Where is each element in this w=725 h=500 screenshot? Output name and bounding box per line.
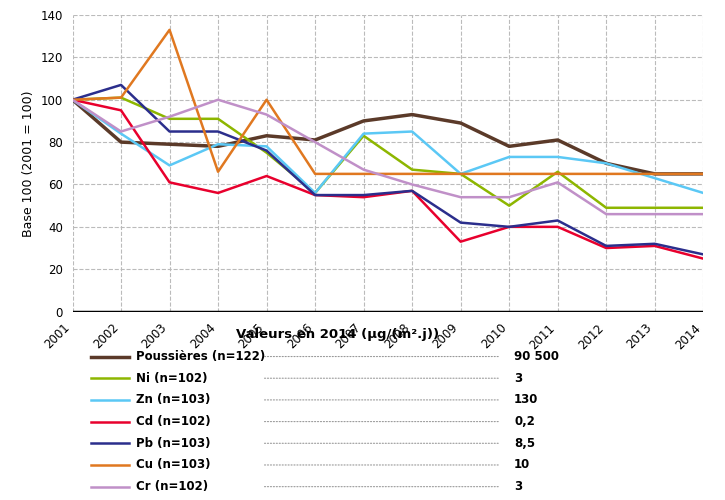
Text: 130: 130 xyxy=(514,394,539,406)
Text: Cr (n=102): Cr (n=102) xyxy=(136,480,207,493)
Text: 0,2: 0,2 xyxy=(514,415,535,428)
Text: Zn (n=103): Zn (n=103) xyxy=(136,394,210,406)
Text: 10: 10 xyxy=(514,458,530,471)
Text: Ni (n=102): Ni (n=102) xyxy=(136,372,207,384)
Text: Valeurs en 2014 (µg/(m².j)): Valeurs en 2014 (µg/(m².j)) xyxy=(236,328,439,341)
Text: Poussières (n=122): Poussières (n=122) xyxy=(136,350,265,363)
Text: Cu (n=103): Cu (n=103) xyxy=(136,458,210,471)
Y-axis label: Base 100 (2001 = 100): Base 100 (2001 = 100) xyxy=(22,90,35,236)
Text: 3: 3 xyxy=(514,372,522,384)
Text: Pb (n=103): Pb (n=103) xyxy=(136,437,210,450)
Text: Cd (n=102): Cd (n=102) xyxy=(136,415,210,428)
Text: 3: 3 xyxy=(514,480,522,493)
Text: 90 500: 90 500 xyxy=(514,350,559,363)
Text: 8,5: 8,5 xyxy=(514,437,535,450)
